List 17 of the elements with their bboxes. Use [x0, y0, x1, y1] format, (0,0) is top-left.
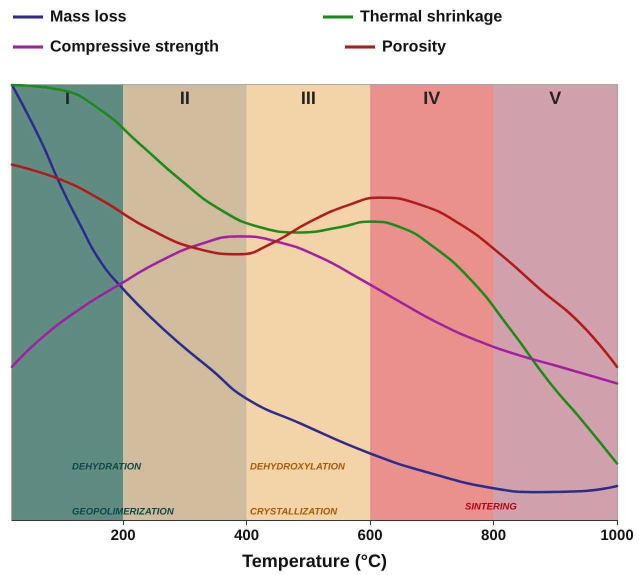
- x-tick-label: 1000: [600, 527, 634, 544]
- annotation: SINTERING: [465, 502, 518, 512]
- legend-label: Mass loss: [50, 8, 127, 26]
- x-tick-label: 800: [481, 527, 506, 544]
- x-tick-label: 600: [358, 527, 383, 544]
- legend-label: Compressive strength: [50, 38, 219, 56]
- x-tick-label: 400: [234, 527, 260, 544]
- legend-label: Thermal shrinkage: [360, 8, 502, 26]
- x-tick-label: 200: [110, 527, 136, 544]
- annotation: CRYSTALLIZATION: [250, 506, 338, 518]
- band-label: IV: [423, 88, 440, 108]
- band-label: II: [180, 88, 190, 108]
- x-axis-title: Temperature (°C): [242, 551, 387, 571]
- band-label: III: [300, 88, 316, 108]
- annotation: DEHYDROXYLATION: [250, 462, 346, 472]
- band-label: V: [549, 88, 562, 108]
- legend-label: Porosity: [382, 38, 446, 56]
